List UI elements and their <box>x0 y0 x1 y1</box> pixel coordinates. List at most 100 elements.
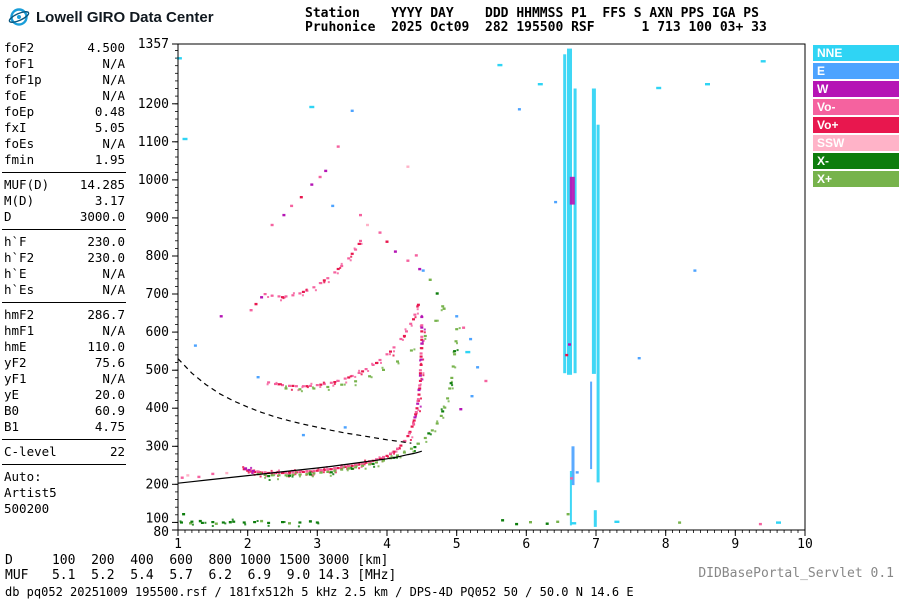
param-value: 3.17 <box>94 193 125 208</box>
param-row-MD: M(D) 3.17 <box>2 193 128 209</box>
svg-text:10: 10 <box>797 537 813 552</box>
param-label: foEp <box>4 104 35 119</box>
param-label: yF1 <box>4 371 27 386</box>
param-value: N/A <box>102 72 125 87</box>
param-value: N/A <box>102 266 125 281</box>
giro-logo-icon <box>8 8 30 26</box>
param-label: foF1 <box>4 56 35 71</box>
param-value: N/A <box>102 371 125 386</box>
measurement-file-info: db pq052 20251009 195500.rsf / 181fx512h… <box>5 585 634 599</box>
noise-echo-points <box>176 57 781 526</box>
param-value: 230.0 <box>87 234 125 249</box>
param-value: 60.9 <box>94 403 125 418</box>
station-header-values: Pruhonice 2025 Oct09 282 195500 RSF 1 71… <box>305 20 767 35</box>
svg-text:300: 300 <box>146 439 169 454</box>
param-label: foEs <box>4 136 35 151</box>
param-row-hEs: h`Es N/A <box>2 282 128 298</box>
param-row-hmF2: hmF2 286.7 <box>2 307 128 323</box>
svg-text:1000: 1000 <box>138 173 169 188</box>
svg-text:1: 1 <box>174 537 182 552</box>
params-divider <box>2 298 126 303</box>
param-row-foF1: foF1 N/A <box>2 56 128 72</box>
param-row-foF1p: foF1p N/A <box>2 72 128 88</box>
svg-text:5: 5 <box>453 537 461 552</box>
svg-text:800: 800 <box>146 249 169 264</box>
param-row-MUFD: MUF(D) 14.285 <box>2 177 128 193</box>
param-label: foF2 <box>4 40 35 55</box>
svg-text:80: 80 <box>153 525 169 540</box>
param-value: 230.0 <box>87 250 125 265</box>
brand-title: Lowell GIRO Data Center <box>36 8 214 26</box>
svg-text:200: 200 <box>146 477 169 492</box>
svg-text:1200: 1200 <box>138 97 169 112</box>
param-value: N/A <box>102 282 125 297</box>
param-label: hmE <box>4 339 27 354</box>
param-label: foE <box>4 88 27 103</box>
param-row-fxI: fxI 5.05 <box>2 120 128 136</box>
param-row-hF: h`F 230.0 <box>2 234 128 250</box>
svg-text:900: 900 <box>146 211 169 226</box>
legend-item-W: W <box>813 81 899 97</box>
legend-item-E: E <box>813 63 899 79</box>
distance-muf-table: D 100 200 400 600 800 1000 1500 3000 [km… <box>5 553 397 583</box>
param-row-yF2: yF2 75.6 <box>2 355 128 371</box>
params-text-label: 500200 <box>4 501 50 516</box>
legend-item-X-: X- <box>813 153 899 169</box>
params-text: Auto: <box>2 469 128 485</box>
svg-text:1357: 1357 <box>138 37 169 52</box>
svg-text:600: 600 <box>146 325 169 340</box>
legend-item-Vo-: Vo- <box>813 99 899 115</box>
params-divider <box>2 168 126 173</box>
svg-text:8: 8 <box>662 537 670 552</box>
param-label: hmF2 <box>4 307 35 322</box>
svg-text:400: 400 <box>146 401 169 416</box>
param-label: yF2 <box>4 355 27 370</box>
param-row-D: D 3000.0 <box>2 209 128 225</box>
param-value: N/A <box>102 323 125 338</box>
svg-text:700: 700 <box>146 287 169 302</box>
param-label: MUF(D) <box>4 177 50 192</box>
overlay-curves <box>177 358 422 484</box>
param-value: 14.285 <box>79 177 125 192</box>
param-label: B1 <box>4 419 20 434</box>
param-label: hmF1 <box>4 323 35 338</box>
param-row-hmF1: hmF1 N/A <box>2 323 128 339</box>
servlet-version: DIDBasePortal_Servlet 0.1 <box>698 566 894 581</box>
param-value: N/A <box>102 88 125 103</box>
params-text-label: Auto: <box>4 469 42 484</box>
legend-item-SSW: SSW <box>813 135 899 151</box>
param-value: N/A <box>102 56 125 71</box>
param-row-foE: foE N/A <box>2 88 128 104</box>
param-value: 0.48 <box>94 104 125 119</box>
param-row-hF2: h`F2 230.0 <box>2 250 128 266</box>
param-label: yE <box>4 387 20 402</box>
x-axis: 1 2 3 4 5 6 7 8 9 10 <box>174 530 813 552</box>
param-label: h`Es <box>4 282 35 297</box>
legend-item-NNE: NNE <box>813 45 899 61</box>
param-row-hE: h`E N/A <box>2 266 128 282</box>
param-label: fxI <box>4 120 27 135</box>
param-row-foF2: foF2 4.500 <box>2 40 128 56</box>
param-label: h`F <box>4 234 27 249</box>
param-label: foF1p <box>4 72 42 87</box>
param-value: 75.6 <box>94 355 125 370</box>
params-divider <box>2 225 126 230</box>
params-text-label: Artist5 <box>4 485 57 500</box>
svg-text:2: 2 <box>244 537 252 552</box>
param-row-B1: B1 4.75 <box>2 419 128 435</box>
svg-text:100: 100 <box>146 511 169 526</box>
param-row-fmin: fmin 1.95 <box>2 152 128 168</box>
param-row-foEp: foEp 0.48 <box>2 104 128 120</box>
param-row-foEs: foEs N/A <box>2 136 128 152</box>
param-value: 4.75 <box>94 419 125 434</box>
svg-text:7: 7 <box>592 537 600 552</box>
param-label: h`F2 <box>4 250 35 265</box>
param-row-Clevel: C-level 22 <box>2 444 128 460</box>
svg-text:3: 3 <box>313 537 321 552</box>
param-row-yE: yE 20.0 <box>2 387 128 403</box>
params-text: Artist5 <box>2 485 128 501</box>
param-value: 22 <box>109 444 125 459</box>
